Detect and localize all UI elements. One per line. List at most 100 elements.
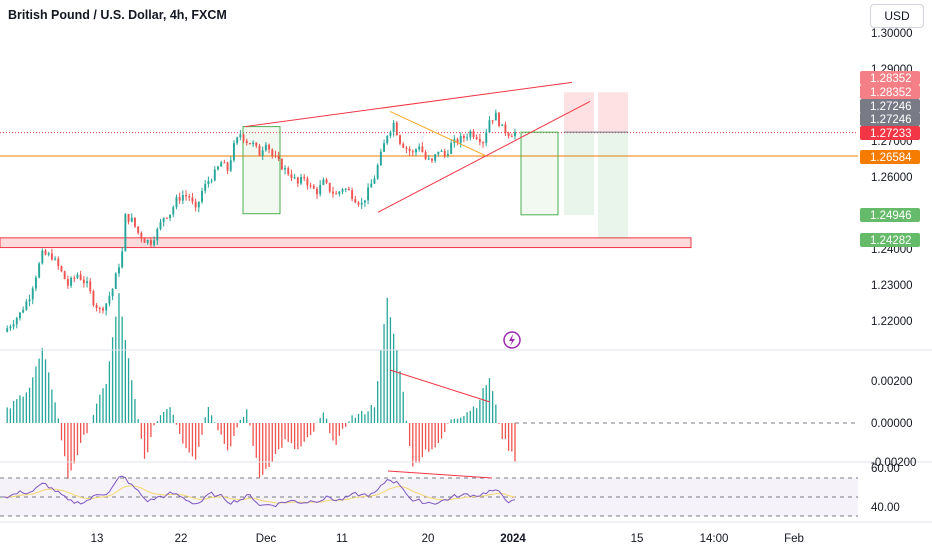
candle-body: [127, 213, 130, 222]
x-tick-label: 15: [631, 533, 644, 545]
candle-body: [344, 189, 347, 191]
price-badge-label: 1.26584: [870, 152, 912, 164]
candle-body: [376, 165, 379, 179]
candle-body: [370, 183, 373, 188]
candle-body: [478, 138, 481, 143]
candle-body: [386, 135, 389, 144]
candle-body: [188, 196, 191, 198]
candle-body: [25, 301, 28, 310]
candle-body: [245, 140, 248, 143]
candle-body: [22, 309, 25, 313]
candle-body: [427, 158, 430, 160]
candle-body: [351, 190, 354, 199]
candle-body: [405, 147, 408, 149]
macd-divergence-line: [389, 369, 491, 403]
candle-body: [137, 226, 140, 233]
candle-body: [165, 217, 168, 219]
y-tick-label: 1.23000: [871, 280, 913, 292]
price-badge: [860, 99, 920, 113]
candle-body: [504, 124, 507, 133]
candle-body: [130, 217, 133, 222]
candle-body: [306, 178, 309, 186]
candle-body: [169, 214, 172, 219]
candle-body: [434, 154, 437, 161]
candle-body: [66, 279, 69, 286]
candle-body: [510, 136, 513, 138]
candle-body: [118, 267, 120, 274]
candle-body: [354, 198, 357, 203]
candle-body: [316, 188, 318, 195]
candle-body: [194, 201, 197, 208]
price-badge-label: 1.24946: [870, 210, 912, 222]
lightning-glyph: [509, 334, 515, 346]
candle-body: [133, 217, 136, 227]
candle-body: [300, 176, 302, 184]
candle-body: [367, 187, 370, 201]
candle-body: [108, 296, 111, 304]
candle-body: [175, 197, 178, 208]
candle-body: [47, 253, 50, 255]
candle-body: [159, 222, 162, 230]
candle-body: [431, 158, 433, 161]
candle-body: [482, 142, 485, 144]
candle-body: [181, 195, 184, 201]
candle-body: [437, 151, 440, 155]
candle-body: [268, 144, 271, 150]
candle-body: [507, 132, 510, 137]
candle-body: [501, 124, 504, 126]
rsi-divergence-line: [387, 470, 493, 479]
candle-body: [271, 149, 274, 156]
candle-body: [325, 179, 328, 183]
x-tick-label: 13: [91, 533, 104, 545]
candle-body: [424, 152, 427, 160]
axes: 1.300001.290001.270001.260001.240001.230…: [0, 28, 932, 545]
rsi-tick-label: 60.00: [871, 463, 900, 475]
candle-body: [392, 122, 395, 132]
price-badge-label: 1.28352: [870, 73, 912, 85]
candle-body: [284, 168, 287, 170]
candle-body: [462, 135, 465, 139]
candle-body: [172, 207, 175, 215]
candle-body: [303, 176, 306, 179]
profit-zone: [564, 132, 594, 215]
candle-body: [408, 148, 411, 152]
candle-body: [185, 195, 188, 197]
candle-body: [213, 169, 216, 181]
candle-body: [261, 150, 264, 156]
support-zone: [0, 237, 692, 249]
candle-body: [50, 253, 53, 260]
candle-body: [162, 217, 165, 223]
candle-body: [494, 112, 497, 121]
candle-body: [379, 151, 382, 166]
y-tick-label: 1.30000: [871, 28, 913, 40]
candle-body: [264, 144, 267, 151]
lightning-icon: [503, 331, 521, 349]
candle-body: [399, 135, 401, 144]
price-badge-label: 1.27246: [870, 101, 912, 113]
candle-body: [153, 240, 156, 245]
candle-body: [415, 149, 417, 153]
price-badge-label: 1.24282: [870, 235, 912, 247]
y-tick-label: 1.26000: [871, 172, 913, 184]
candle-body: [466, 137, 469, 139]
candle-body: [236, 137, 239, 144]
candle-body: [149, 239, 152, 245]
candle-body: [443, 150, 446, 156]
candle-body: [293, 177, 296, 179]
candle-body: [229, 160, 232, 171]
candle-body: [475, 137, 478, 139]
rsi-ma-line: [3, 485, 516, 504]
candle-body: [204, 184, 207, 191]
macd-tick-label: -0.00200: [871, 457, 916, 469]
candle-body: [296, 177, 299, 184]
candle-body: [41, 250, 44, 264]
candle-body: [418, 146, 421, 150]
x-tick-label: 14:00: [700, 533, 729, 545]
price-badge: [860, 112, 920, 126]
candle-body: [402, 143, 405, 148]
candle-body: [488, 120, 491, 133]
candle-body: [411, 151, 414, 153]
currency-button[interactable]: USD: [870, 4, 924, 28]
candle-body: [485, 132, 488, 143]
